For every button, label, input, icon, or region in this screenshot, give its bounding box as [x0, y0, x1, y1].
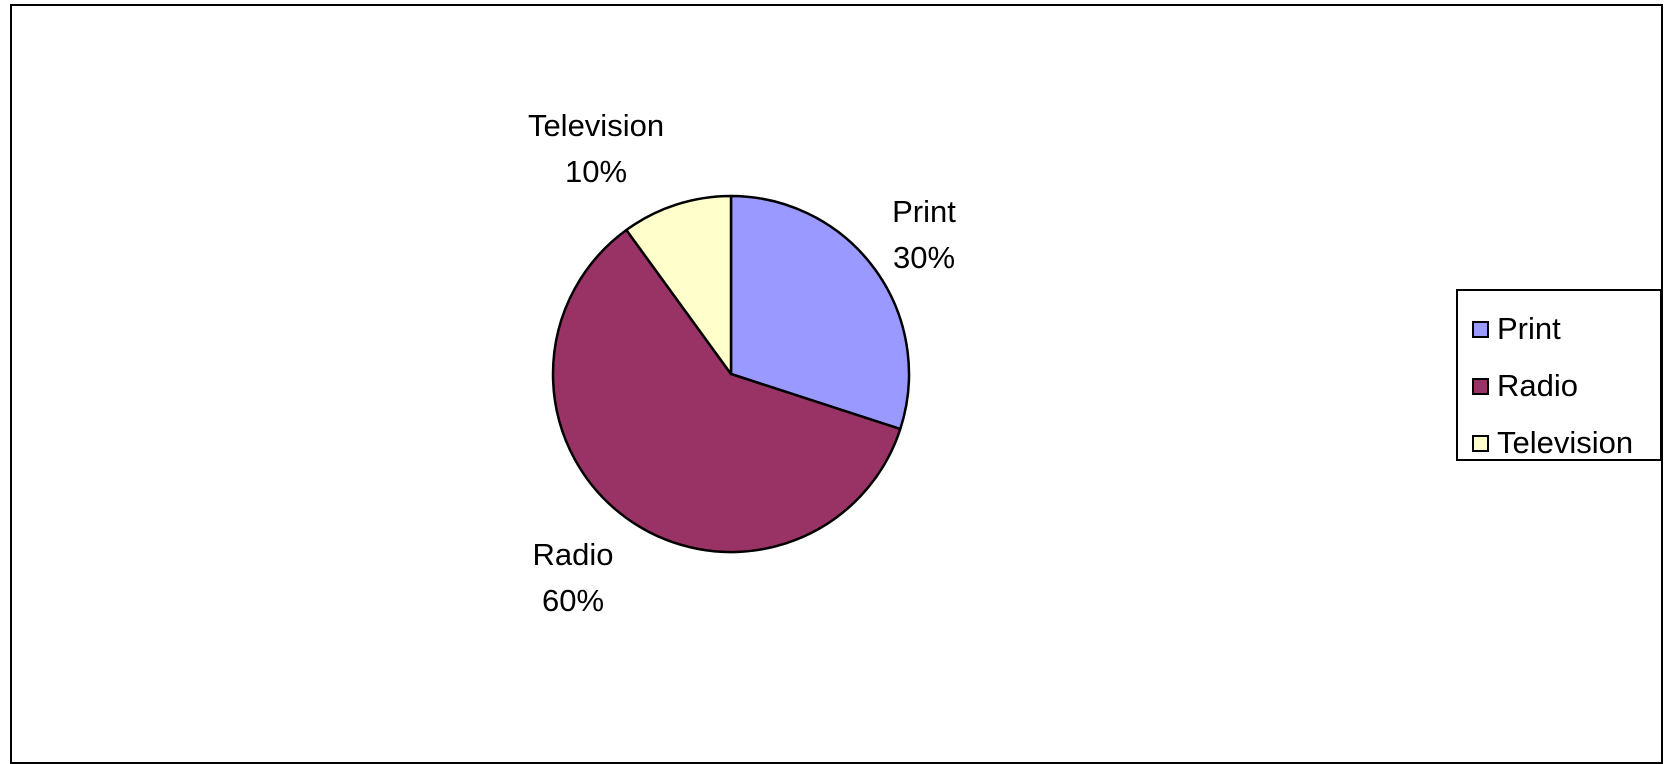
- legend-item-radio: Radio: [1472, 366, 1578, 406]
- slice-label-print: Print: [892, 194, 956, 229]
- slice-value-label-television: 10%: [565, 154, 627, 189]
- legend-label-television: Television: [1497, 425, 1634, 460]
- slice-labels: Print 30% Radio 60% Television 10%: [528, 108, 956, 618]
- legend-swatch-print: [1472, 320, 1489, 338]
- legend-swatch-radio: [1472, 377, 1489, 395]
- slice-label-radio: Radio: [533, 537, 614, 572]
- legend-item-print: Print: [1472, 309, 1561, 349]
- pie-slice-print: [729, 194, 911, 431]
- pie-slice-radio: [551, 228, 902, 554]
- slice-label-television: Television: [528, 108, 664, 143]
- pie-chart: Print 30% Radio 60% Television 10%: [528, 108, 956, 618]
- legend-item-television: Television: [1472, 423, 1633, 463]
- legend: Print Radio Television: [1456, 289, 1662, 461]
- pie-slices: [551, 194, 911, 554]
- slice-value-label-radio: 60%: [542, 583, 604, 618]
- pie-slice-television: [625, 194, 733, 376]
- legend-label-print: Print: [1497, 311, 1561, 346]
- legend-label-radio: Radio: [1497, 368, 1578, 403]
- slice-value-label-print: 30%: [893, 240, 955, 275]
- legend-swatch-television: [1472, 434, 1489, 452]
